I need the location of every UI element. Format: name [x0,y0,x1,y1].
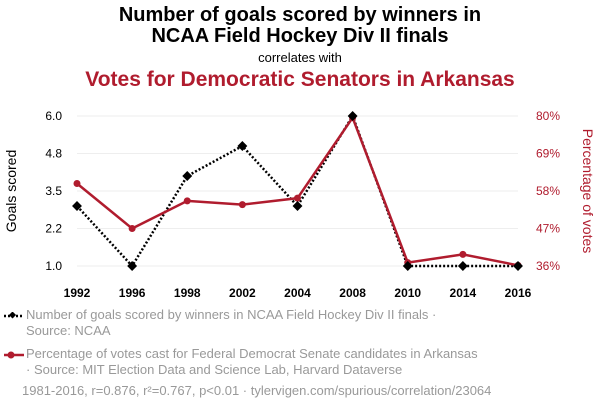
goals-point [292,201,303,211]
x-tick-label: 1992 [64,286,91,300]
footer-stats: 1981-2016, r=0.876, r²=0.767, p<0.01 · t… [22,383,492,398]
x-tick-label: 2016 [505,286,532,300]
y-tick-left: 1.0 [45,259,62,273]
legend-votes-line-2: · Source: MIT Election Data and Science … [26,362,403,377]
y-tick-right: 58% [536,184,560,198]
goals-point [457,261,468,271]
x-tick-label: 2010 [394,286,421,300]
series-markers [72,111,523,271]
axis-ticks: 1.0 36% 2.2 47% 3.5 58% 4.8 69% 6.0 80% 1992 1996 19… [45,109,560,300]
legend-goals-line-1: Number of goals scored by winners in NCA… [26,307,437,322]
y-tick-left: 3.5 [45,184,62,198]
legend-goals-line-2: Source: NCAA [26,323,111,338]
goals-line [76,113,518,269]
goals-point [237,141,248,151]
goals-point [513,261,523,271]
votes-line [76,115,519,267]
y-tick-left: 6.0 [45,109,62,123]
votes-point [459,250,467,258]
legend-marker-votes [4,351,24,359]
title-line-1: Number of goals scored by winners in [118,4,482,26]
y-axis-label-right: Percentage of votes [580,129,596,254]
votes-point [183,197,191,205]
y-tick-left: 2.2 [45,222,62,236]
legend-marker-goals [4,312,24,319]
x-tick-label: 2014 [450,286,477,300]
goals-point [72,201,82,211]
title-line-2: NCAA Field Hockey Div II finals [151,25,449,47]
votes-point [128,225,136,232]
chart: 1.0 36% 2.2 47% 3.5 58% 4.8 69% 6.0 80% 1992 1996 19… [3,109,596,300]
correlates-with-text: correlates with [258,50,342,65]
votes-point [294,194,301,202]
y-tick-left: 4.8 [45,147,62,161]
legend-votes-line-1: Percentage of votes cast for Federal Dem… [26,346,478,361]
x-tick-label: 2002 [229,286,256,300]
goals-point [127,261,138,271]
goals-point [402,261,413,271]
x-tick-label: 1996 [119,286,146,300]
x-tick-label: 2008 [339,286,366,300]
y-axis-label-left: Goals scored [3,150,19,232]
grid [77,115,518,267]
y-tick-right: 80% [536,109,560,123]
votes-point [73,180,81,187]
x-tick-label: 1998 [174,286,201,300]
goals-point [182,171,193,181]
title-line-3: Votes for Democratic Senators in Arkansa… [85,68,515,91]
x-tick-label: 2004 [284,286,311,300]
y-tick-right: 69% [536,147,560,161]
votes-point [238,201,246,209]
y-tick-right: 47% [536,222,560,236]
y-tick-right: 36% [536,259,560,273]
